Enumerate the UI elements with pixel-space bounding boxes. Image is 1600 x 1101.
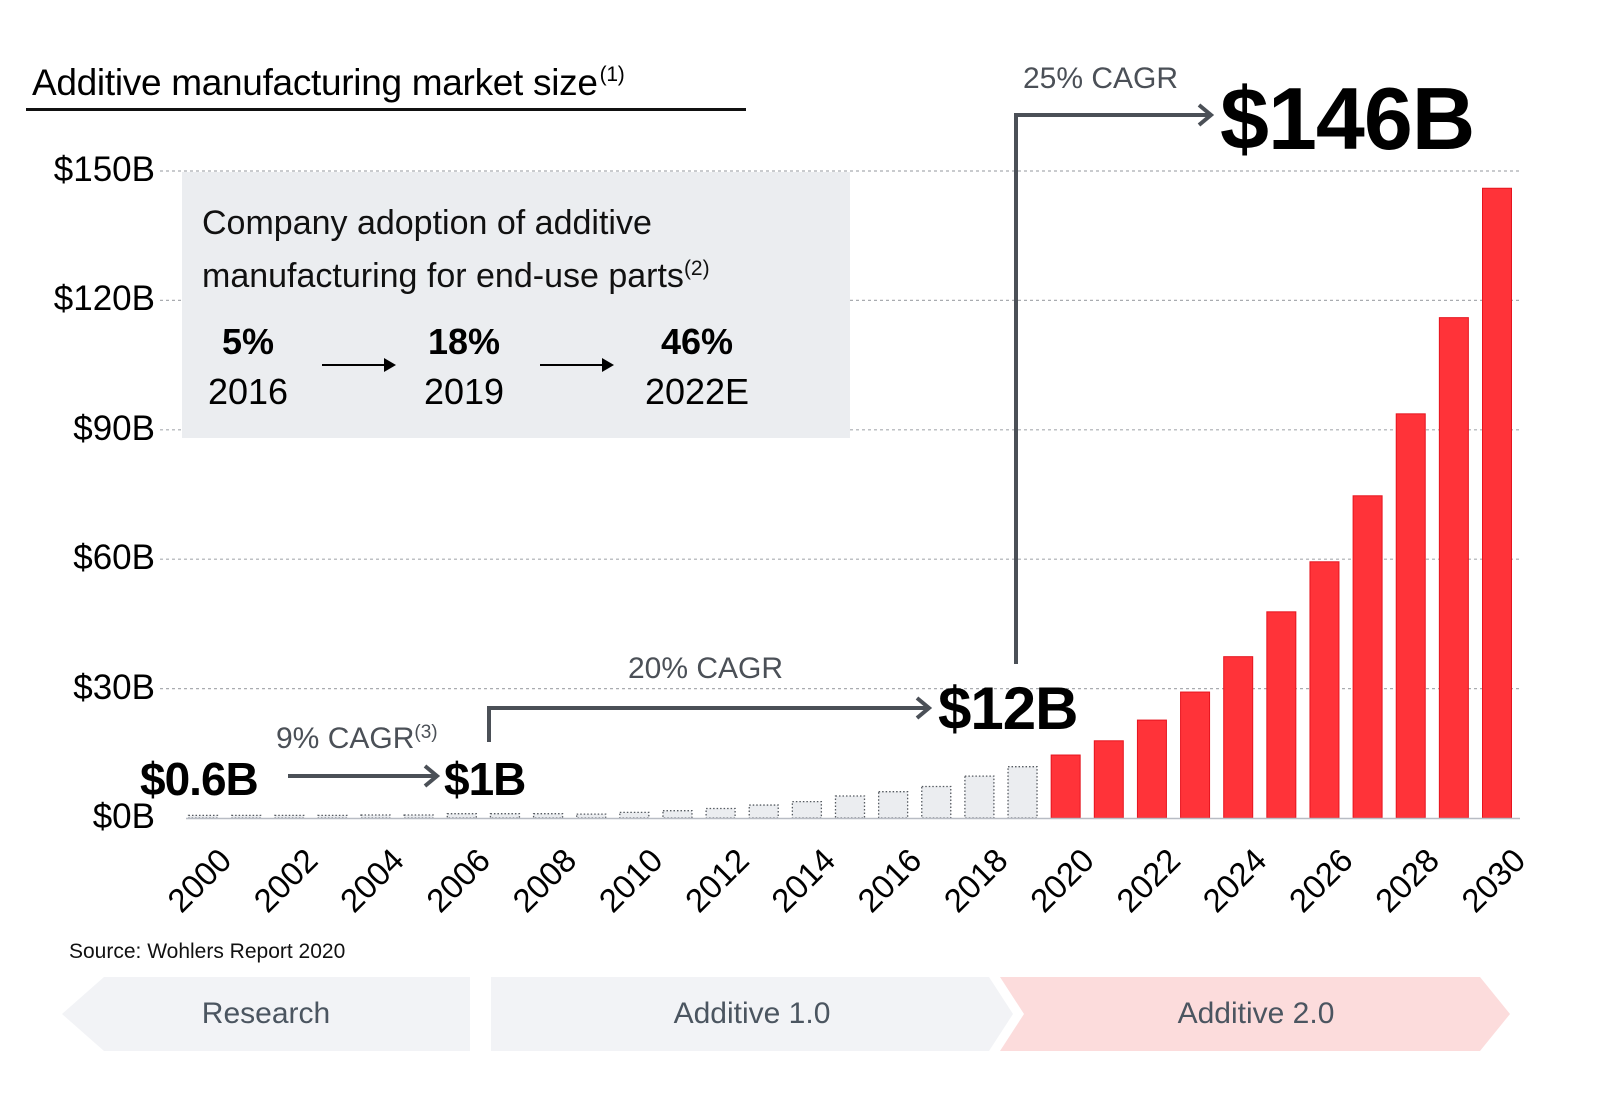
bar-forecast-2026: [1309, 561, 1340, 819]
adoption-stat-2022e: 46% 2022E: [644, 321, 750, 412]
bar-historical-2012: [705, 807, 736, 819]
chart-title: Additive manufacturing market size(1): [32, 62, 625, 103]
phase-research: Research: [62, 977, 470, 1051]
phase-label: Additive 2.0: [1177, 997, 1335, 1030]
value-label-2006: $1B: [444, 753, 526, 805]
bar-historical-2004: [360, 814, 391, 819]
x-tick-label: 2006: [419, 841, 497, 919]
bar-forecast-2025: [1266, 611, 1297, 819]
chevron-shape: [62, 977, 470, 1051]
bar-forecast-2024: [1223, 656, 1254, 819]
bar-historical-2008: [532, 813, 564, 819]
bar-historical-2019: [1007, 766, 1038, 819]
adoption-stat-2019: 18% 2019: [423, 321, 505, 412]
arrow-head-icon: [1197, 103, 1215, 127]
bar-historical-2016: [877, 791, 909, 819]
bar-forecast-2022: [1136, 719, 1167, 819]
bar-historical-2010: [619, 811, 650, 819]
arrow-right-icon: [540, 358, 614, 372]
y-tick-label: $30B: [73, 667, 155, 707]
bar-forecast-2023: [1180, 691, 1211, 819]
cagr-label-9pct: 9% CAGR(3): [276, 722, 438, 755]
phase-label: Additive 1.0: [673, 997, 831, 1030]
bar-forecast-2020: [1050, 754, 1081, 819]
phase-additive-2-0: Additive 2.0: [1000, 977, 1512, 1051]
title-underline: [26, 108, 746, 111]
adoption-stat-2016: 5% 2016: [207, 321, 289, 412]
bar-forecast-2030: [1482, 187, 1512, 819]
bar-forecast-2021: [1093, 740, 1124, 819]
phase-additive-1-0: Additive 1.0: [491, 977, 1013, 1051]
bar-historical-2009: [576, 813, 607, 819]
x-tick-label: 2008: [505, 841, 583, 919]
bar-historical-2017: [921, 785, 952, 819]
x-tick-label: 2030: [1454, 841, 1532, 919]
x-tick-label: 2028: [1368, 841, 1446, 919]
bar-historical-2018: [964, 775, 995, 819]
bar-historical-2011: [662, 810, 693, 819]
value-label-start: $0.6B: [140, 753, 259, 805]
x-tick-label: 2018: [937, 841, 1015, 919]
x-tick-label: 2012: [678, 841, 756, 919]
x-tick-label: 2004: [333, 841, 411, 919]
arrow-head-icon: [423, 764, 441, 788]
bar-forecast-2027: [1352, 495, 1383, 819]
y-tick-label: $0B: [92, 797, 155, 836]
bar-historical-2014: [791, 800, 823, 819]
cagr-arrow-20pct: [487, 706, 928, 742]
value-label-2019: $12B: [938, 675, 1078, 742]
cagr-label-20pct: 20% CAGR: [628, 652, 784, 685]
bar-historical-2006: [446, 813, 477, 819]
title-footnote: (1): [599, 63, 625, 86]
cagr-label-25pct: 25% CAGR: [1023, 62, 1179, 95]
x-tick-label: 2014: [764, 841, 842, 919]
x-tick-label: 2020: [1023, 841, 1101, 919]
x-tick-label: 2024: [1195, 841, 1273, 919]
inset-title: Company adoption of additive manufacturi…: [202, 204, 710, 295]
chevron-shape: [491, 977, 1013, 1051]
y-tick-label: $150B: [53, 150, 155, 189]
bar-historical-2005: [403, 814, 434, 819]
x-tick-label: 2010: [592, 841, 670, 919]
bar-historical-2015: [834, 795, 866, 819]
y-tick-label: $120B: [53, 279, 155, 319]
x-tick-label: 2022: [1109, 841, 1187, 919]
chevron-shape: [1000, 977, 1510, 1051]
cagr-arrow-25pct: [1014, 113, 1210, 664]
x-tick-label: 2026: [1282, 841, 1360, 919]
bar-historical-2002: [274, 814, 305, 819]
value-label-2030: $146B: [1220, 69, 1475, 168]
bar-historical-2000: [187, 814, 219, 819]
bar-historical-2001: [230, 814, 262, 819]
bar-historical-2007: [489, 813, 521, 819]
arrow-head-icon: [915, 696, 933, 720]
x-tick-label: 2016: [850, 841, 928, 919]
bar-historical-2003: [317, 814, 348, 819]
x-tick-label: 2002: [246, 841, 324, 919]
phase-label: Research: [201, 997, 331, 1030]
source-note: Source: Wohlers Report 2020: [69, 940, 346, 963]
arrow-right-icon: [322, 358, 396, 372]
y-tick-label: $60B: [73, 538, 155, 578]
bar-forecast-2028: [1395, 413, 1426, 819]
bar-historical-2013: [748, 804, 779, 819]
bar-forecast-2029: [1438, 317, 1469, 819]
adoption-inset-box: Company adoption of additive manufacturi…: [182, 172, 850, 438]
x-tick-label: 2000: [160, 841, 238, 919]
y-tick-label: $90B: [73, 408, 155, 448]
